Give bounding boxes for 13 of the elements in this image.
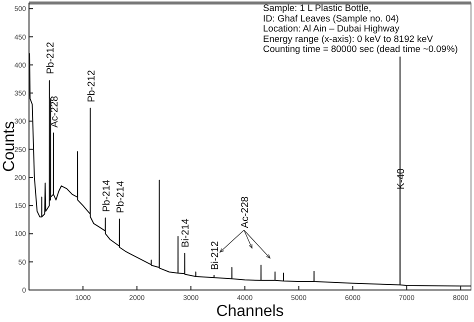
annotation: Pb-212 xyxy=(86,70,98,102)
annotation: Pb-214 xyxy=(115,180,126,214)
x-axis-title: Channels xyxy=(216,303,284,320)
annotation: Energy range (x-axis): 0 keV to 8192 keV xyxy=(263,34,434,44)
annotation: Bi-214 xyxy=(180,218,192,248)
annotation: Bi-212 xyxy=(210,240,222,270)
annotation: ID: Ghaf Leaves (Sample no. 04) xyxy=(263,13,399,24)
annotation: Counting time = 80000 sec (dead time ~0.09%) xyxy=(263,44,458,54)
annotation: Location: Al Ain – Dubai Highway xyxy=(263,24,400,34)
annotation: Ac-228 xyxy=(240,196,251,228)
annotation: Pb-214 xyxy=(101,179,112,212)
annotation: Pb-212 xyxy=(45,41,56,74)
annotation: Sample: 1 L Plastic Bottle, xyxy=(263,3,372,13)
